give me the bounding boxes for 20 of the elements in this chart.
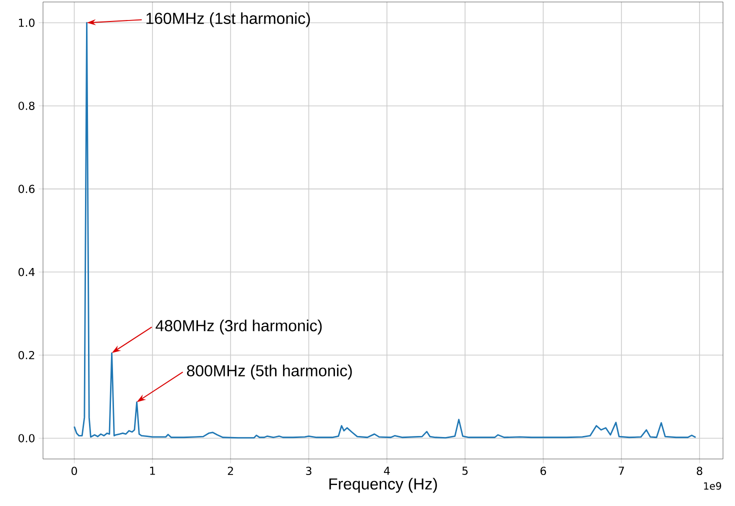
annotation: 160MHz (1st harmonic): [146, 12, 310, 28]
x-axis-title: Frequency (Hz): [329, 478, 437, 493]
x-tick-label: 2: [228, 466, 233, 475]
x-tick-label: 5: [462, 466, 468, 475]
y-tick-label: 0.8: [18, 102, 34, 110]
annotation: 480MHz (3rd harmonic): [156, 320, 322, 334]
y-tick-label: 0.2: [18, 350, 34, 360]
y-tick-label: 0.6: [18, 184, 35, 194]
y-tick-label: 0.4: [18, 268, 35, 276]
x-tick-label: 4: [384, 466, 390, 475]
x-tick-label: 0: [72, 466, 78, 476]
x-tick-label: 7: [618, 466, 624, 475]
text: 1e9: [704, 482, 722, 490]
x-tick-label: 6: [540, 466, 546, 476]
y-tick-label: 1.0: [19, 18, 34, 27]
x-tick-label: 3: [306, 466, 312, 476]
y-tick-label: 0.0: [18, 434, 34, 442]
x-tick-label: 1: [150, 466, 155, 475]
x-tick-label: 8: [696, 466, 702, 476]
annotation: 800MHz (5th harmonic): [186, 364, 352, 380]
